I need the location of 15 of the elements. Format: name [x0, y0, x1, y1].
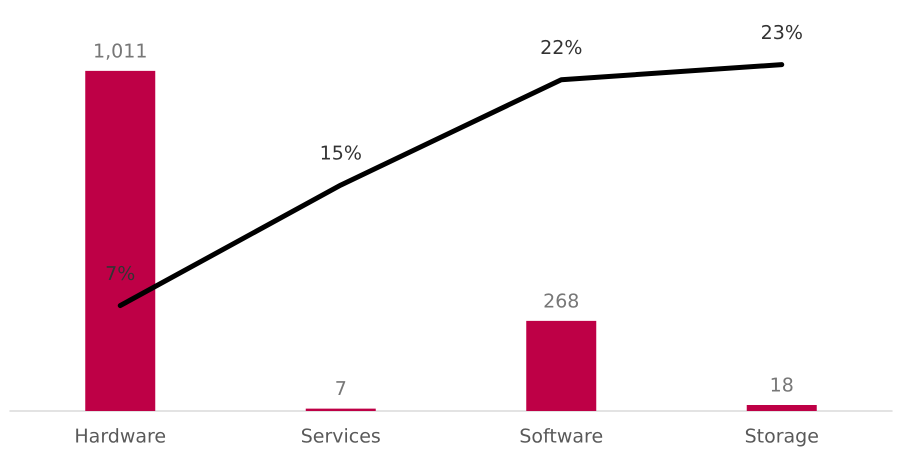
- bar: [746, 404, 817, 411]
- x-tick-label: Services: [300, 426, 381, 448]
- data-label: 7%: [105, 263, 136, 286]
- data-label: 18: [770, 374, 794, 396]
- data-label: 7: [334, 378, 347, 400]
- bar: [85, 70, 156, 411]
- x-tick-label: Hardware: [74, 426, 166, 448]
- data-label: 23%: [760, 22, 803, 44]
- bar: [526, 320, 596, 411]
- x-tick-label: Software: [519, 426, 604, 448]
- data-label: 22%: [540, 37, 582, 60]
- data-label: 268: [543, 290, 580, 312]
- x-tick-label: Storage: [744, 426, 819, 448]
- data-label: 1,011: [93, 40, 148, 62]
- data-label: 15%: [320, 142, 362, 165]
